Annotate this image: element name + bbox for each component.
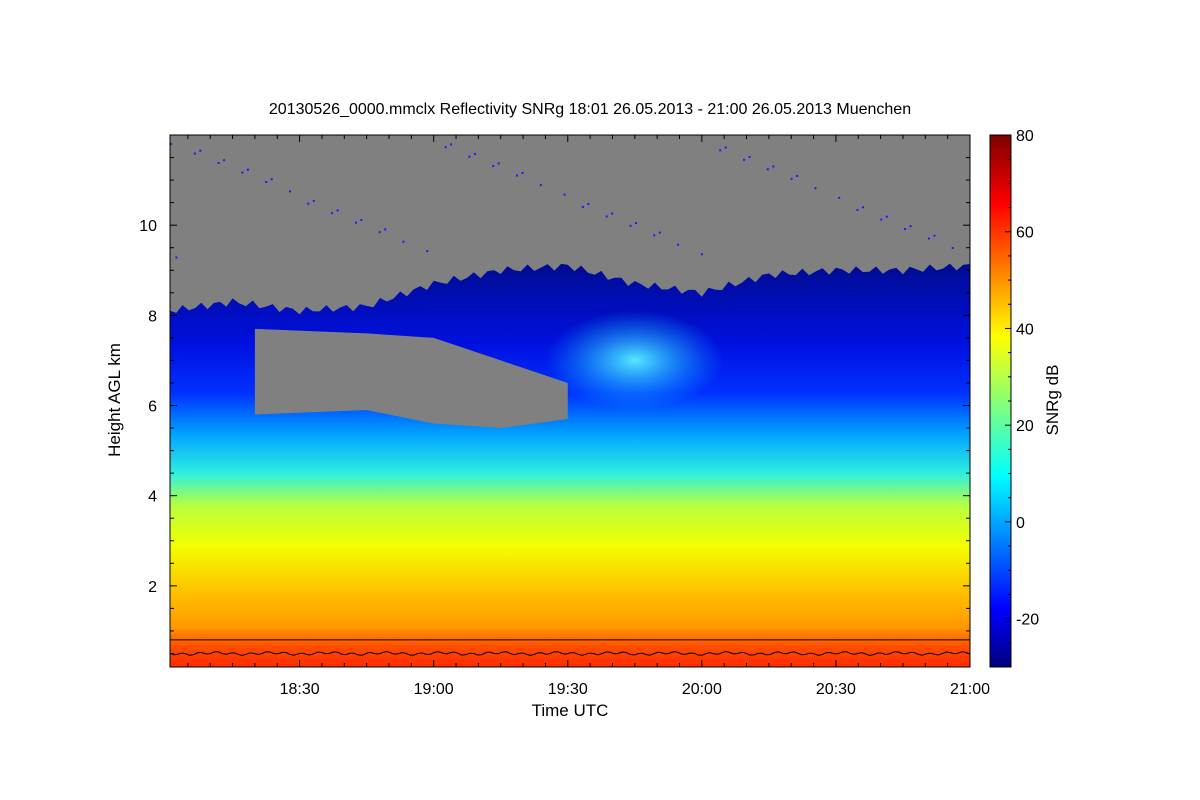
y-tick-label: 8 bbox=[148, 308, 157, 325]
x-axis: 18:30 19:00 19:30 20:00 20:30 21:00 bbox=[187, 135, 990, 698]
colorbar-tick-label: 0 bbox=[1016, 515, 1025, 532]
y-tick-label: 4 bbox=[148, 489, 157, 506]
x-tick-label: 20:00 bbox=[682, 681, 722, 698]
y-tick-label: 2 bbox=[148, 579, 157, 596]
colorbar: -20 0 20 40 60 80 SNRg dB bbox=[989, 128, 1062, 668]
x-tick-label: 20:30 bbox=[816, 681, 856, 698]
x-tick-label: 19:30 bbox=[548, 681, 588, 698]
colorbar-gradient bbox=[989, 134, 1012, 668]
y-axis-label: Height AGL km bbox=[105, 343, 124, 457]
clear-air-gap bbox=[254, 328, 568, 429]
colorbar-tick-label: 60 bbox=[1016, 225, 1034, 242]
plot-area bbox=[170, 135, 970, 667]
colorbar-label: SNRg dB bbox=[1043, 365, 1062, 436]
y-tick-label: 10 bbox=[139, 218, 157, 235]
x-axis-label: Time UTC bbox=[532, 701, 609, 720]
colorbar-tick-label: 20 bbox=[1016, 418, 1034, 435]
surface-clutter-trace bbox=[170, 650, 970, 657]
y-tick-label: 6 bbox=[148, 399, 157, 416]
colorbar-axis: -20 0 20 40 60 80 bbox=[1005, 128, 1039, 644]
x-tick-label: 18:30 bbox=[280, 681, 320, 698]
chart-title: 20130526_0000.mmclx Reflectivity SNRg 18… bbox=[269, 101, 911, 118]
plot-frame bbox=[169, 134, 971, 668]
noise-specks bbox=[170, 143, 954, 259]
x-tick-label: 19:00 bbox=[414, 681, 454, 698]
y-axis: 2 4 6 8 10 bbox=[139, 157, 970, 654]
colorbar-tick-label: 40 bbox=[1016, 321, 1034, 338]
cloud-echo-region bbox=[170, 263, 970, 667]
x-tick-label: 21:00 bbox=[950, 681, 990, 698]
colorbar-tick-label: -20 bbox=[1016, 612, 1039, 629]
fall-streak-plume bbox=[545, 310, 725, 410]
colorbar-tick-label: 80 bbox=[1016, 128, 1034, 145]
